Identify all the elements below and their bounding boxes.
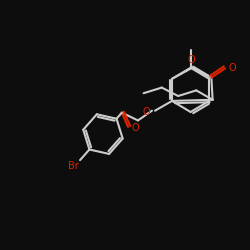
Text: Br: Br [68,162,79,172]
Text: O: O [187,55,195,65]
Text: O: O [131,123,139,133]
Text: O: O [143,107,150,117]
Text: O: O [229,63,236,73]
